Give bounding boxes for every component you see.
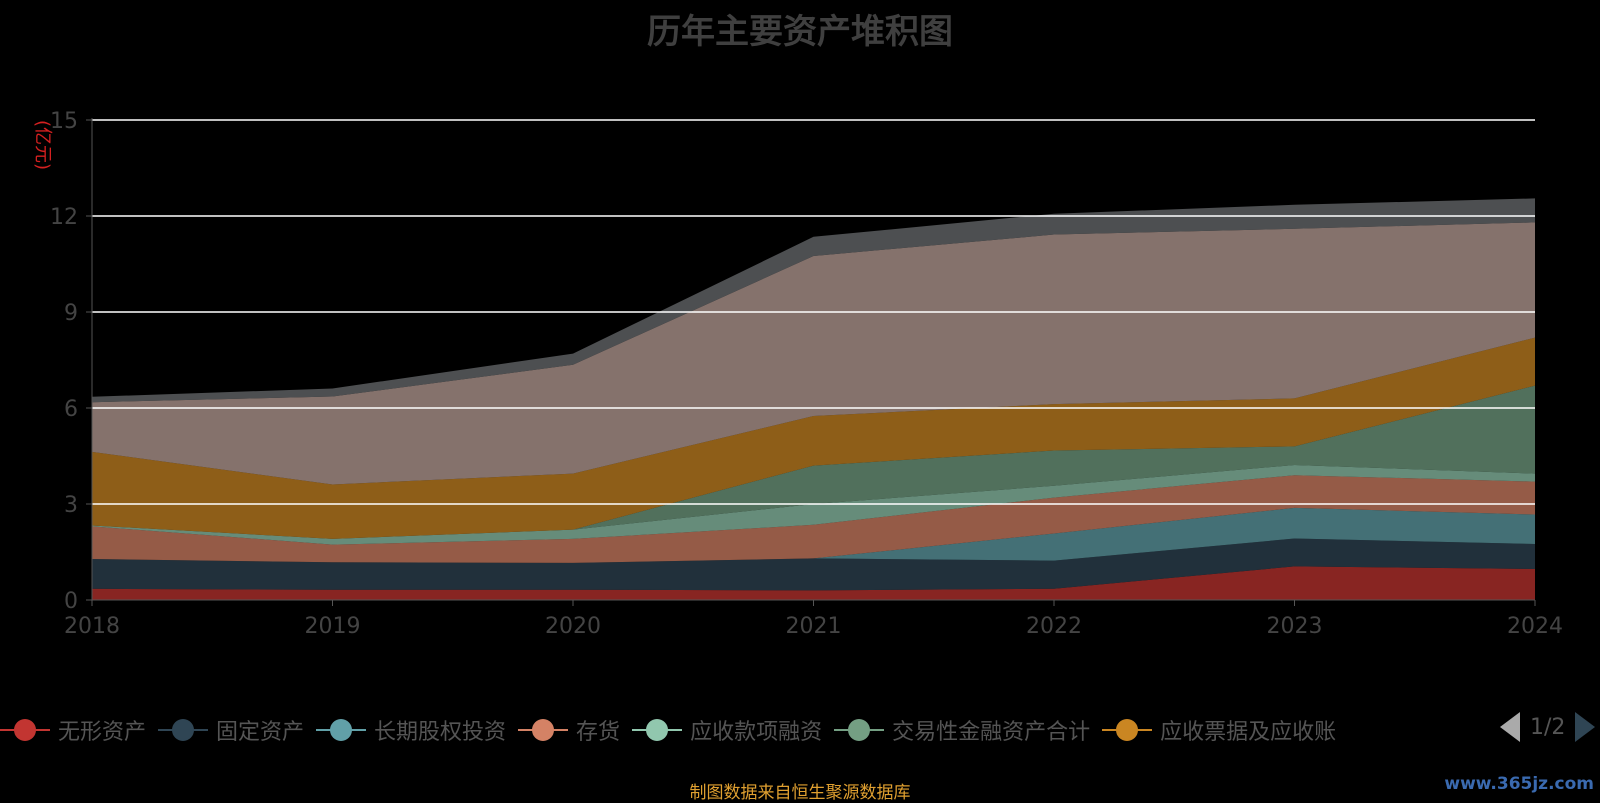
area-series-7 — [92, 222, 1535, 485]
data-source-footer: 制图数据来自恒生聚源数据库 — [689, 783, 911, 803]
chart-title: 历年主要资产堆积图 — [647, 12, 953, 52]
x-tick-label: 2021 — [786, 614, 842, 639]
legend-prev-page-button[interactable] — [1500, 712, 1520, 742]
legend-label: 应收票据及应收账 — [1160, 720, 1337, 745]
area-series-4 — [92, 464, 1535, 545]
legend-item-5[interactable]: 交易性金融资产合计 — [834, 714, 1090, 746]
y-tick-label: 6 — [64, 397, 78, 422]
area-series-0 — [92, 566, 1535, 600]
area-series-1 — [92, 538, 1535, 591]
legend-marker-icon — [834, 718, 885, 742]
legend-marker-icon — [0, 718, 50, 742]
legend-label: 交易性金融资产合计 — [892, 720, 1091, 745]
legend-item-3[interactable]: 存货 — [518, 714, 620, 746]
y-tick-label: 15 — [50, 109, 78, 134]
legend-item-4[interactable]: 应收款项融资 — [632, 714, 822, 746]
legend-marker-icon — [316, 718, 367, 742]
legend-pager: 1/2 — [1500, 712, 1596, 742]
area-series-2 — [92, 507, 1535, 563]
legend-label: 长期股权投资 — [374, 720, 507, 745]
area-series-6 — [92, 337, 1535, 539]
legend-marker-icon — [158, 718, 209, 742]
area-series-5 — [92, 385, 1535, 539]
area-series-3 — [92, 475, 1535, 563]
area-series-8 — [92, 198, 1535, 403]
legend-label: 无形资产 — [58, 720, 147, 745]
legend-item-6[interactable]: 应收票据及应收账 — [1102, 714, 1336, 746]
watermark: www.365jz.com — [1444, 774, 1594, 794]
legend-next-page-button[interactable] — [1575, 712, 1596, 742]
x-tick-label: 2020 — [545, 614, 601, 639]
x-tick-label: 2019 — [305, 614, 361, 639]
legend: 无形资产 固定资产 长期股权投资 存货 应收款项融资 交易性金融资产合计 应收票据及应收账 — [0, 710, 1348, 750]
x-tick-label: 2023 — [1267, 614, 1323, 639]
legend-label: 存货 — [576, 720, 621, 745]
legend-label: 固定资产 — [216, 720, 305, 745]
legend-marker-icon — [632, 718, 683, 742]
x-tick-label: 2022 — [1026, 614, 1082, 639]
legend-item-0[interactable]: 无形资产 — [0, 714, 146, 746]
legend-item-1[interactable]: 固定资产 — [158, 714, 304, 746]
y-axis-label: (亿元) — [32, 120, 53, 170]
stacked-area-chart: 0 3 6 9 12 15 2018 2019 2020 2021 2022 2023 2024 (亿元) — [32, 109, 1563, 639]
legend-marker-icon — [518, 718, 569, 742]
legend-page-indicator: 1/2 — [1530, 714, 1566, 740]
legend-marker-icon — [1102, 718, 1153, 742]
y-tick-label: 0 — [64, 589, 78, 614]
legend-label: 应收款项融资 — [690, 720, 823, 745]
legend-item-2[interactable]: 长期股权投资 — [316, 714, 506, 746]
y-tick-label: 12 — [50, 205, 78, 230]
x-tick-label: 2018 — [64, 614, 120, 639]
y-tick-label: 9 — [64, 301, 78, 326]
x-tick-label: 2024 — [1507, 614, 1563, 639]
y-tick-label: 3 — [64, 493, 78, 518]
